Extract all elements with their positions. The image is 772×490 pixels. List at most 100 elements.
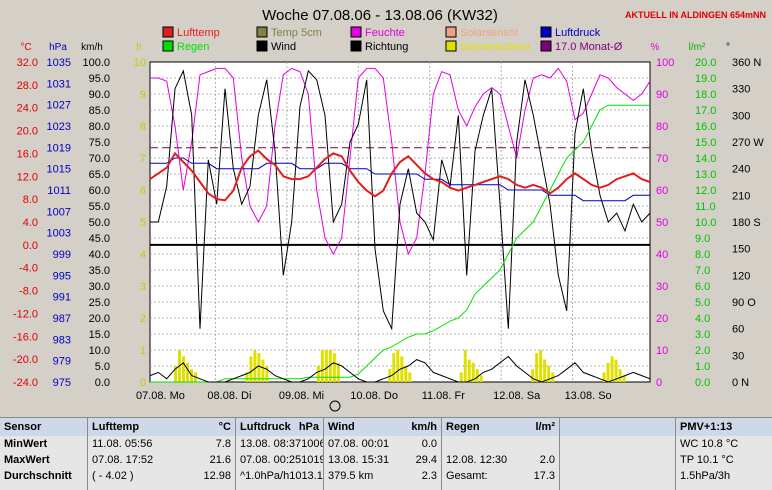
tick-rain_lm2: 3.0 xyxy=(695,329,710,341)
tick-humidity_pct: 90 xyxy=(656,89,668,101)
tick-humidity_pct: 40 xyxy=(656,249,668,261)
tick-pressure_hpa: 991 xyxy=(53,292,71,304)
tick-wind_kmh: 5.0 xyxy=(95,361,110,373)
legend-swatch xyxy=(540,40,552,52)
tick-sun_h: 1 xyxy=(140,345,146,357)
tick-temp_c: -4.0 xyxy=(19,263,38,275)
sunshine-bar xyxy=(316,366,320,382)
stats-unit: °C xyxy=(218,421,231,433)
legend-label: Sonnenschein xyxy=(460,41,530,53)
tick-direction_deg: 0 N xyxy=(732,377,749,389)
tick-rain_lm2: 5.0 xyxy=(695,297,710,309)
tick-temp_c: 0.0 xyxy=(23,240,38,252)
tick-direction_deg: 30 xyxy=(732,350,744,362)
tick-rain_lm2: 1.0 xyxy=(695,361,710,373)
sunshine-bar xyxy=(261,359,265,382)
tick-direction_deg: 210 xyxy=(732,190,750,202)
chart-canvas: Woche 07.08.06 - 13.08.06 (KW32) AKTUELL… xyxy=(13,7,766,412)
stats-date: 379.5 km xyxy=(328,470,374,482)
tick-temp_c: 28.0 xyxy=(17,80,38,92)
tick-rain_lm2: 13.0 xyxy=(695,169,716,181)
tick-rain_lm2: 8.0 xyxy=(695,249,710,261)
zoom-handle[interactable] xyxy=(329,400,341,412)
sunshine-bar xyxy=(182,356,185,382)
tick-rain_lm2: 6.0 xyxy=(695,281,710,293)
stats-date: Gesamt: xyxy=(446,470,488,482)
sunshine-bar xyxy=(551,372,555,382)
legend-swatch xyxy=(162,40,174,52)
tick-wind_kmh: 100.0 xyxy=(82,57,110,69)
sunshine-bar xyxy=(396,350,400,382)
tick-direction_deg: 90 O xyxy=(732,297,756,309)
legend-label: 17.0 Monat-Ø xyxy=(555,41,623,53)
tick-pressure_hpa: 1015 xyxy=(47,164,71,176)
statistics-table: Sensor MinWert MaxWert Durchschnitt Luft… xyxy=(0,417,772,490)
stats-pmv-line: TP 10.1 °C xyxy=(680,454,734,466)
tick-direction_deg: 150 xyxy=(732,244,750,256)
tick-sun_h: 5 xyxy=(140,217,146,229)
sunshine-bar xyxy=(257,353,261,382)
tick-rain_lm2: 19.0 xyxy=(695,73,716,85)
stats-luftdruck-header: Luftdruck xyxy=(240,421,291,433)
tick-direction_deg: 330 xyxy=(732,84,750,96)
axis-unit-direction: ° xyxy=(726,42,730,53)
tick-rain_lm2: 17.0 xyxy=(695,105,716,117)
tick-temp_c: -8.0 xyxy=(19,286,38,298)
tick-rain_lm2: 20.0 xyxy=(695,57,716,69)
stats-luftdruck-col: Luftdruck hPa 13.08. 08:37 1006 07.08. 00:… xyxy=(236,417,324,490)
legend-label: Feuchte xyxy=(365,27,405,39)
legend-swatch xyxy=(256,26,268,38)
stats-pmv-header: PMV+1:13 xyxy=(680,421,733,433)
sunshine-bar xyxy=(610,356,614,382)
tick-sun_h: 0 xyxy=(140,377,146,389)
stats-date: ( - 4.02 ) xyxy=(92,470,134,482)
stats-lufttemp-header: Lufttemp xyxy=(92,421,140,433)
stats-value: 29.4 xyxy=(415,454,437,466)
tick-rain_lm2: 0.0 xyxy=(695,377,710,389)
tick-wind_kmh: 90.0 xyxy=(89,89,110,101)
stats-value: 1019 xyxy=(301,454,323,466)
tick-humidity_pct: 50 xyxy=(656,217,668,229)
sunshine-bar xyxy=(174,366,177,382)
sunshine-bar xyxy=(404,366,408,382)
tick-wind_kmh: 30.0 xyxy=(89,281,110,293)
tick-pressure_hpa: 1003 xyxy=(47,228,71,240)
x-tick-label: 12.08. Sa xyxy=(493,390,541,402)
sunshine-bar xyxy=(459,372,463,382)
sunshine-bar xyxy=(479,375,483,382)
legend-swatch xyxy=(350,26,362,38)
sunshine-bar xyxy=(602,372,606,382)
tick-rain_lm2: 9.0 xyxy=(695,233,710,245)
sunshine-bar xyxy=(392,353,396,382)
legend-label: Regen xyxy=(177,41,209,53)
sunshine-bar xyxy=(531,369,535,382)
sunshine-bar xyxy=(471,362,475,382)
axis-unit-temp: °C xyxy=(20,42,31,53)
tick-pressure_hpa: 987 xyxy=(53,313,71,325)
sunshine-bar xyxy=(622,375,626,382)
legend-label: Richtung xyxy=(365,41,408,53)
tick-sun_h: 8 xyxy=(140,121,146,133)
tick-temp_c: 24.0 xyxy=(17,103,38,115)
stats-value: 0.0 xyxy=(421,438,437,450)
sunshine-bar xyxy=(467,359,471,382)
tick-direction_deg: 300 xyxy=(732,110,750,122)
sunshine-bar xyxy=(618,369,622,382)
x-axis: 07.08. Mo 08.08. Di 09.08. Mi 10.08. Do 11.0… xyxy=(136,390,612,402)
tick-direction_deg: 240 xyxy=(732,164,750,176)
tick-wind_kmh: 65.0 xyxy=(89,169,110,181)
sunshine-bar xyxy=(543,359,547,382)
legend: Lufttemp Temp 5cm Feuchte Solarsensor Luftdr… xyxy=(162,26,623,53)
stats-sensor-col: Sensor MinWert MaxWert Durchschnitt xyxy=(0,417,88,490)
stats-wind-col: Wind km/h 07.08. 00:01 0.0 13.08. 15:31 29.… xyxy=(324,417,442,490)
tick-wind_kmh: 20.0 xyxy=(89,313,110,325)
stats-value: 7.8 xyxy=(215,438,231,450)
tick-temp_c: 20.0 xyxy=(17,126,38,138)
tick-wind_kmh: 45.0 xyxy=(89,233,110,245)
sunshine-bar xyxy=(320,350,324,382)
stats-unit: hPa xyxy=(298,421,319,433)
x-tick-label: 08.08. Di xyxy=(207,390,251,402)
legend-swatch xyxy=(256,40,268,52)
x-tick-label: 13.08. So xyxy=(565,390,612,402)
